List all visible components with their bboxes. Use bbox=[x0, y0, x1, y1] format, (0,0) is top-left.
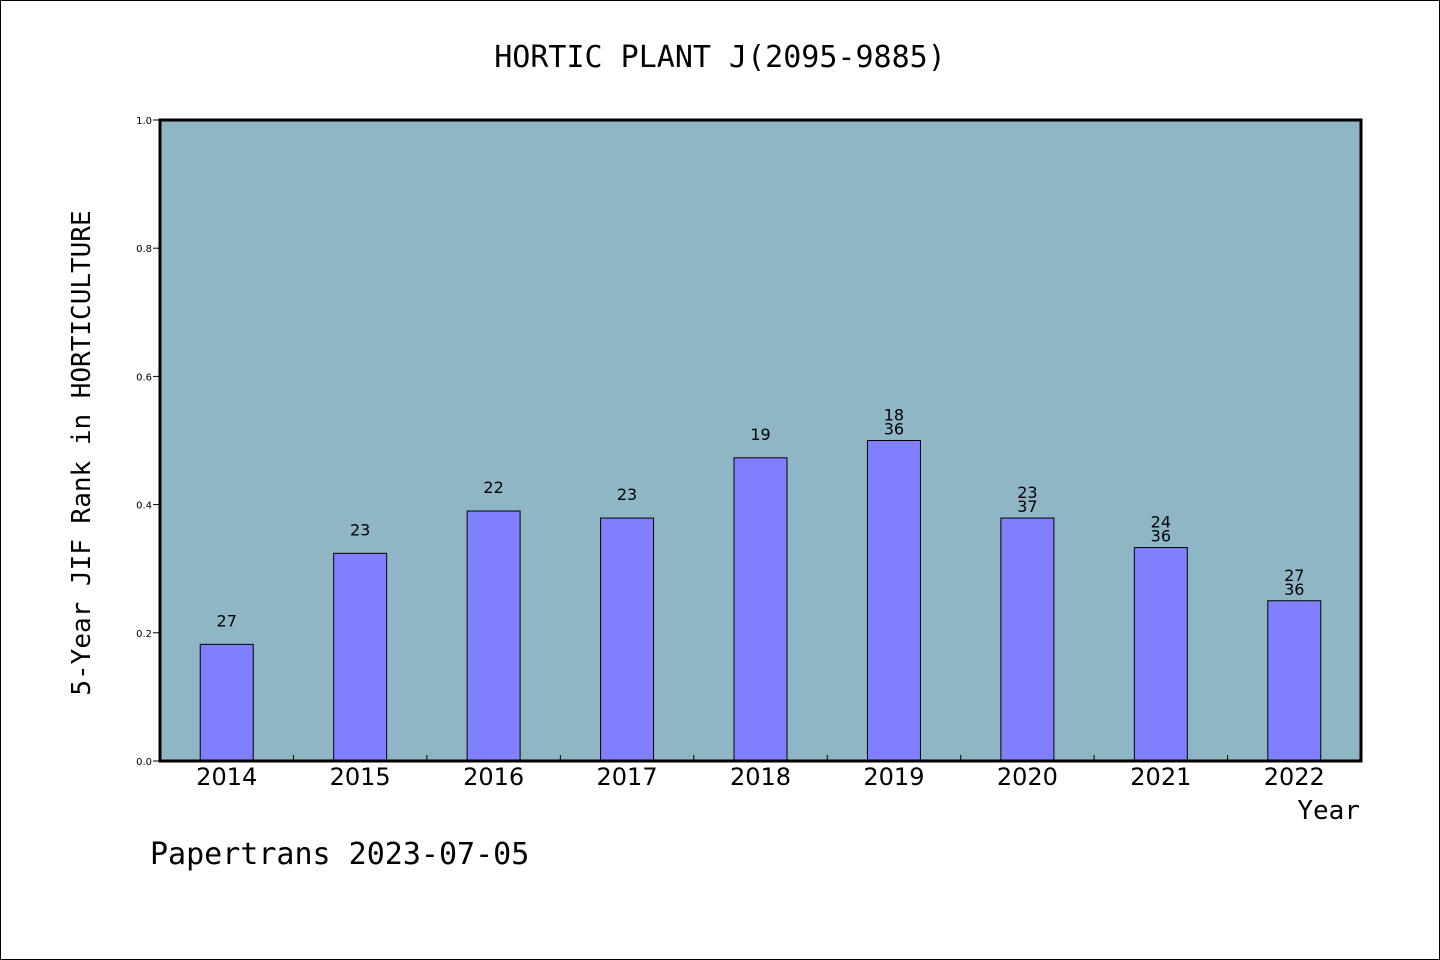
bar-2016 bbox=[466, 510, 521, 762]
data-label: 23 bbox=[350, 520, 370, 539]
bar-2020 bbox=[1000, 517, 1055, 762]
data-label: 36 bbox=[1151, 527, 1171, 546]
x-tick-label: 2019 bbox=[863, 763, 924, 791]
y-tick-label: 0.0 bbox=[136, 757, 152, 768]
x-tick-label: 2018 bbox=[730, 763, 791, 791]
x-tick-label: 2021 bbox=[1130, 763, 1191, 791]
y-tick-label: 0.2 bbox=[136, 629, 152, 640]
bar-2014 bbox=[199, 643, 254, 762]
y-tick-label: 1.0 bbox=[136, 116, 152, 127]
data-label: 24 bbox=[1151, 513, 1171, 532]
y-axis-label: 5-Year JIF Rank in HORTICULTURE bbox=[67, 210, 97, 695]
data-label: 23 bbox=[617, 485, 637, 504]
bar-2015 bbox=[333, 552, 388, 762]
bar-2017 bbox=[600, 517, 655, 762]
y-tick-label: 0.6 bbox=[136, 372, 152, 383]
footer-text: Papertrans 2023-07-05 bbox=[150, 837, 529, 872]
x-axis-label: Year bbox=[1297, 796, 1360, 826]
x-tick-label: 2020 bbox=[997, 763, 1058, 791]
x-tick-label: 2022 bbox=[1264, 763, 1325, 791]
y-axis: 0.0 0.2 0.4 0.6 0.8 1.0 bbox=[136, 116, 160, 768]
x-axis: 2014 2015 2016 2017 2018 2019 2020 2021 2022 bbox=[196, 755, 1325, 791]
plot-border bbox=[158, 118, 1363, 763]
bar-2019 bbox=[866, 440, 921, 762]
bar-2018 bbox=[733, 457, 788, 762]
x-tick-label: 2015 bbox=[330, 763, 391, 791]
x-tick-label: 2014 bbox=[196, 763, 257, 791]
bar-2022 bbox=[1267, 600, 1322, 762]
data-label: 27 bbox=[1284, 566, 1304, 585]
x-tick-label: 2016 bbox=[463, 763, 524, 791]
data-label: 18 bbox=[884, 406, 904, 425]
data-label: 36 bbox=[1284, 580, 1304, 599]
data-label: 22 bbox=[483, 478, 503, 497]
data-label: 36 bbox=[884, 420, 904, 439]
y-tick-label: 0.8 bbox=[136, 244, 152, 255]
y-tick-label: 0.4 bbox=[136, 501, 152, 512]
chart-title: HORTIC PLANT J(2095-9885) bbox=[494, 40, 946, 75]
data-label: 37 bbox=[1017, 497, 1037, 516]
data-label: 23 bbox=[1017, 483, 1037, 502]
data-label: 27 bbox=[217, 611, 237, 630]
data-label: 19 bbox=[750, 425, 770, 444]
x-tick-label: 2017 bbox=[597, 763, 658, 791]
bar-2021 bbox=[1133, 547, 1188, 762]
